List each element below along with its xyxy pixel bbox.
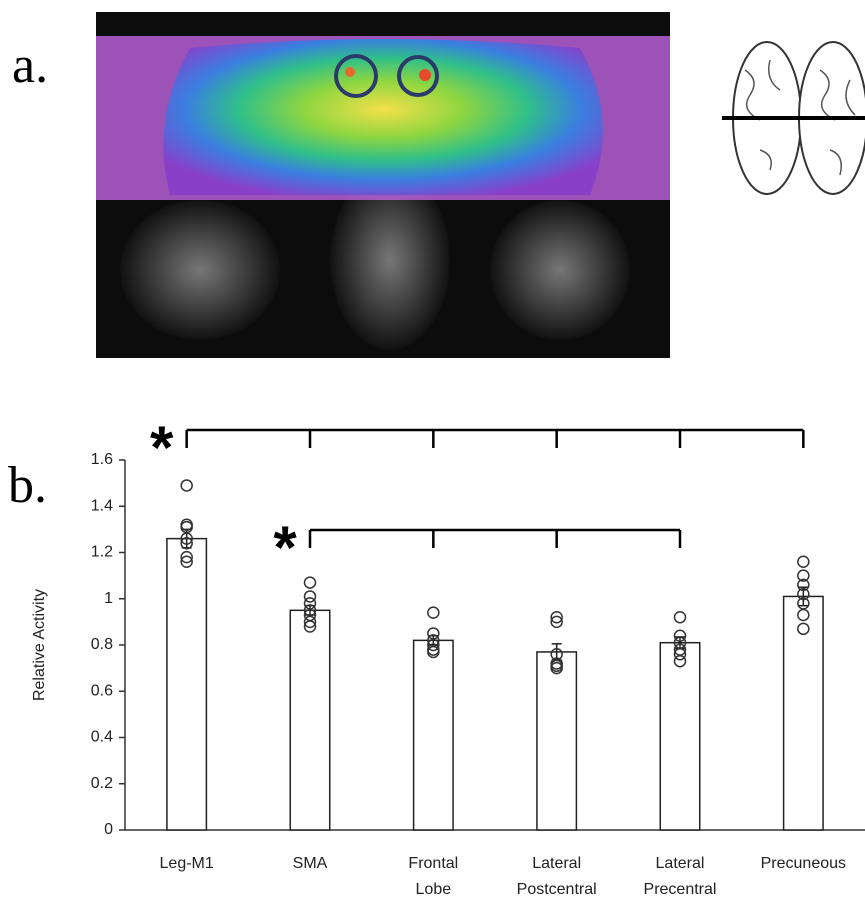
bar <box>290 610 329 830</box>
data-point <box>181 480 192 491</box>
y-tick-label: 1.6 <box>91 451 113 468</box>
data-point <box>675 612 686 623</box>
bar <box>167 539 206 830</box>
y-tick-label: 1.4 <box>91 497 113 514</box>
y-tick-label: 0.6 <box>91 682 113 699</box>
bar <box>660 643 699 830</box>
y-tick-label: 0.4 <box>91 729 113 746</box>
bar <box>414 640 453 830</box>
data-point <box>798 556 809 567</box>
x-tick-label: Lobe <box>416 881 452 898</box>
x-tick-label: Frontal <box>408 855 458 872</box>
y-tick-label: 0.2 <box>91 775 113 792</box>
y-tick-label: 0.8 <box>91 636 113 653</box>
x-tick-label: Precentral <box>644 881 717 898</box>
panel-label: a. <box>12 37 48 94</box>
brain-icon <box>722 42 865 194</box>
bar <box>784 596 823 830</box>
bar <box>537 652 576 830</box>
x-tick-label: SMA <box>293 855 328 872</box>
data-point <box>305 577 316 588</box>
y-axis-title: Relative Activity <box>31 589 48 701</box>
x-tick-label: Leg-M1 <box>160 855 214 872</box>
data-point <box>428 607 439 618</box>
x-tick-label: Precuneous <box>761 855 846 872</box>
panel-label: b. <box>8 457 47 514</box>
y-tick-label: 1 <box>104 590 113 607</box>
y-tick-label: 1.2 <box>91 544 113 561</box>
scan-image <box>96 12 670 358</box>
y-tick-label: 0 <box>104 821 113 838</box>
x-tick-label: Lateral <box>532 855 581 872</box>
x-tick-label: Postcentral <box>517 881 597 898</box>
significance-star: * <box>150 414 174 481</box>
x-tick-label: Lateral <box>656 855 705 872</box>
figure: a. b. Relative Activity 0 0.2 0.4 0.6 0.8 1 1.… <box>0 0 865 904</box>
significance-star: * <box>273 514 297 581</box>
